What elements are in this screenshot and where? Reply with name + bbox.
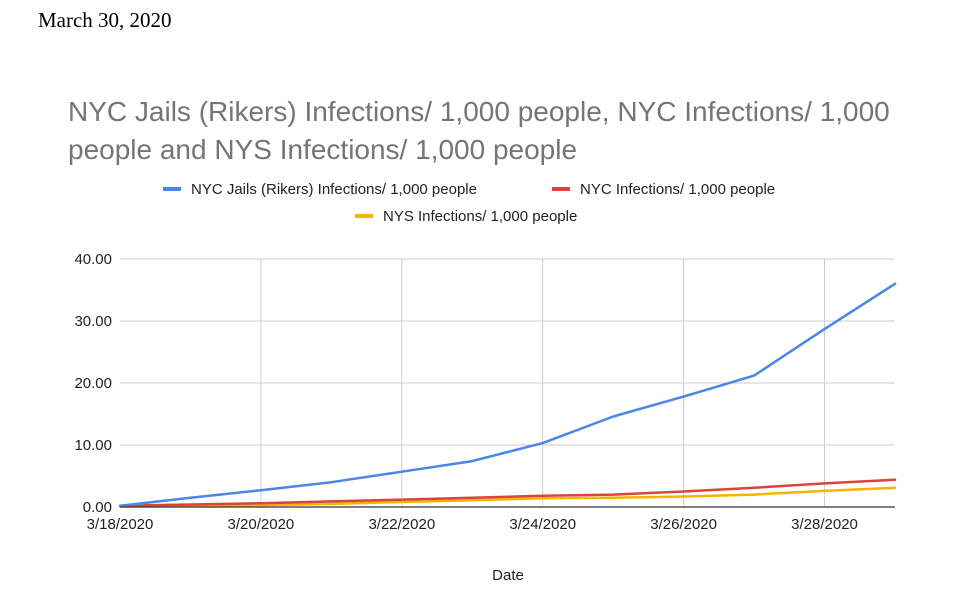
- legend: NYC Jails (Rikers) Infections/ 1,000 peo…: [163, 181, 775, 225]
- legend-label-2: NYS Infections/ 1,000 people: [383, 208, 577, 225]
- chart-title: NYC Jails (Rikers) Infections/ 1,000 peo…: [68, 96, 890, 165]
- legend-label-1: NYC Infections/ 1,000 people: [580, 181, 775, 198]
- y-tick-label: 40.00: [74, 251, 112, 268]
- series-line-0: [118, 282, 897, 508]
- series-line-2: [118, 486, 897, 508]
- document-date: March 30, 2020: [38, 8, 172, 32]
- x-tick-label: 3/24/2020: [509, 516, 576, 533]
- x-axis-ticks: 3/18/2020 3/20/2020 3/22/2020 3/24/2020 3/26…: [87, 516, 858, 533]
- grid-lines: [120, 258, 895, 507]
- series-lines: [118, 282, 897, 508]
- x-tick-label: 3/20/2020: [228, 516, 295, 533]
- series-line-1: [118, 478, 897, 508]
- x-tick-label: 3/28/2020: [791, 516, 858, 533]
- y-tick-label: 10.00: [74, 437, 112, 454]
- y-tick-label: 0.00: [83, 499, 112, 516]
- y-tick-label: 30.00: [74, 313, 112, 330]
- legend-label-0: NYC Jails (Rikers) Infections/ 1,000 peo…: [191, 181, 477, 198]
- y-tick-label: 20.00: [74, 375, 112, 392]
- x-axis-title: Date: [492, 567, 524, 584]
- y-axis-ticks: 0.00 10.00 20.00 30.00 40.00: [74, 251, 112, 516]
- x-tick-label: 3/18/2020: [87, 516, 154, 533]
- x-tick-label: 3/22/2020: [368, 516, 435, 533]
- x-tick-label: 3/26/2020: [650, 516, 717, 533]
